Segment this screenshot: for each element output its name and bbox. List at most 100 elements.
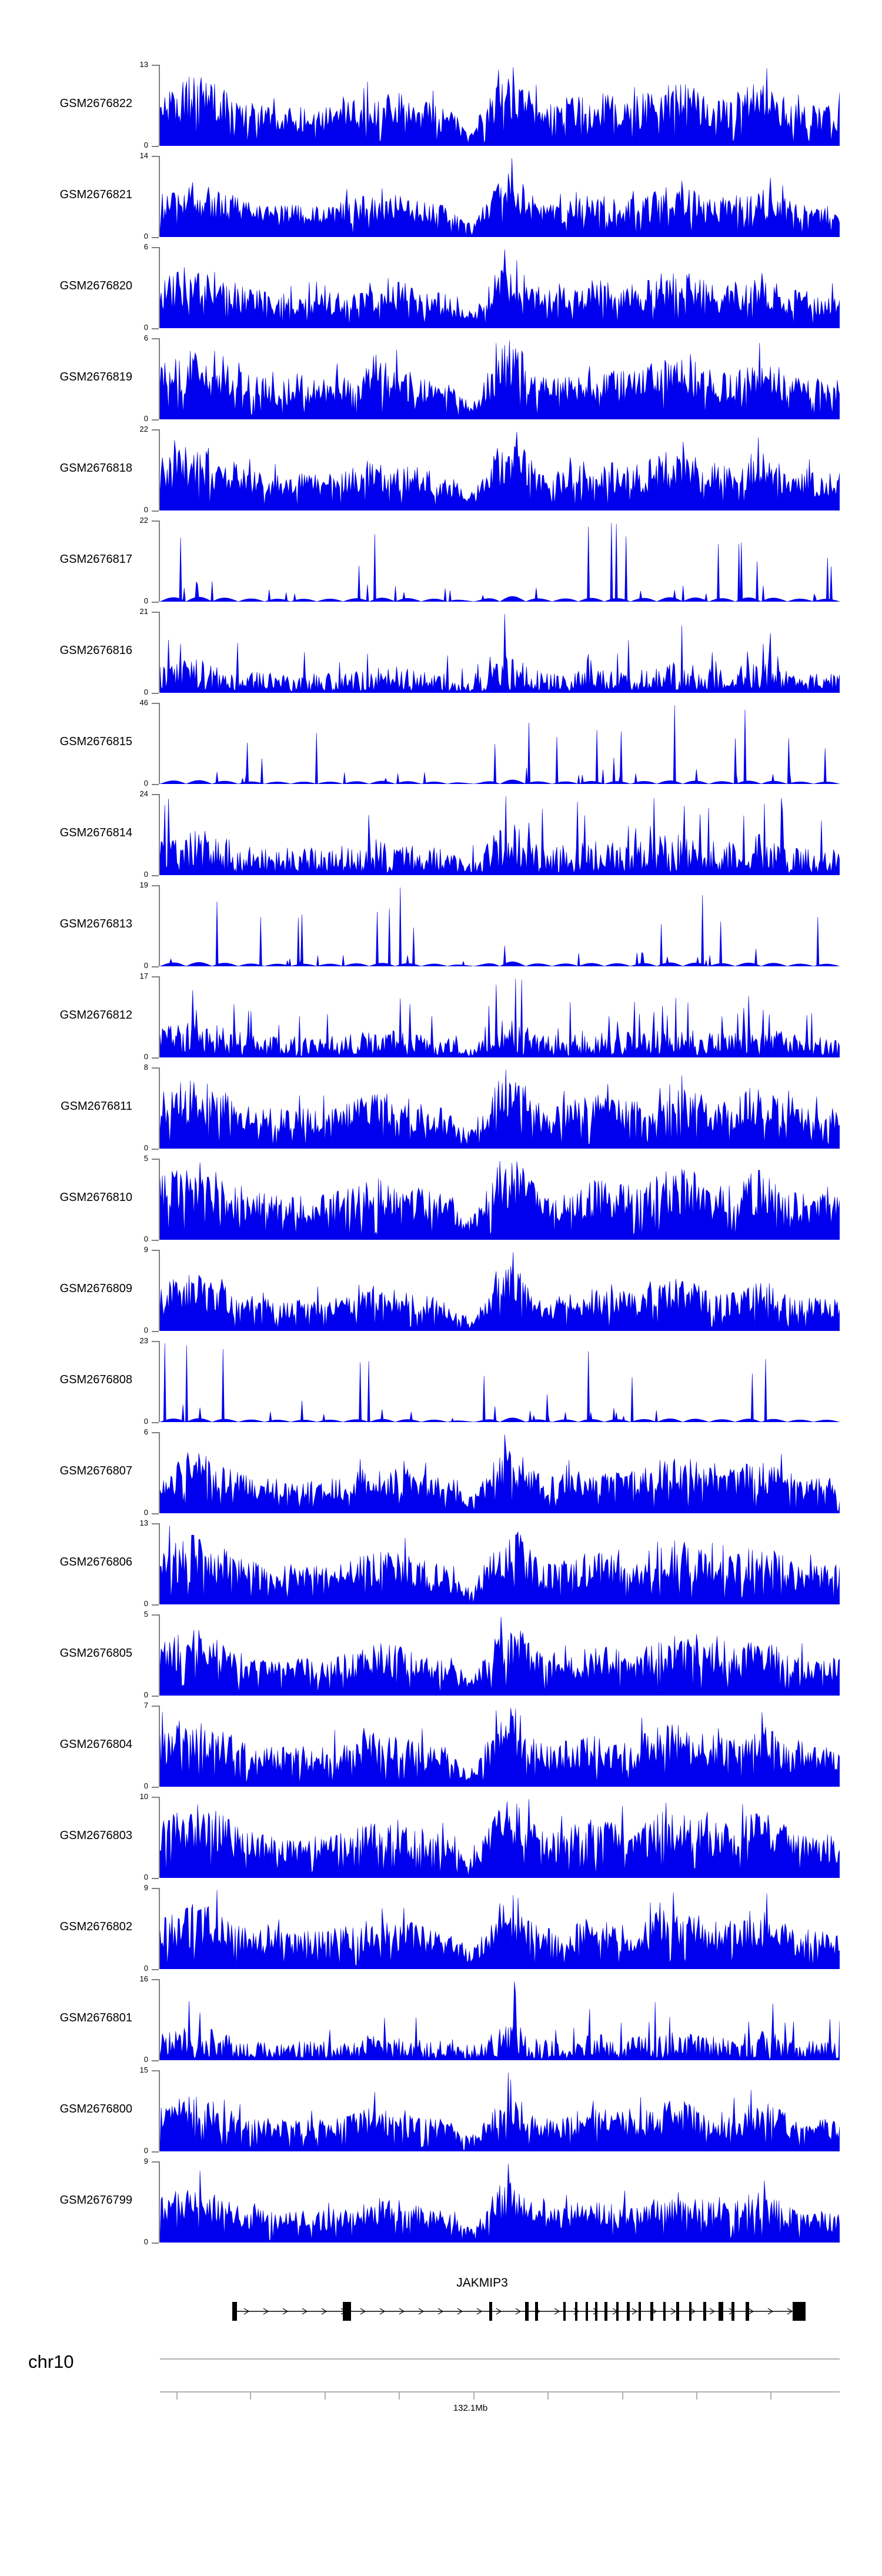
y-axis-min-label: 0 [143,1964,148,1973]
y-axis-tick-min [152,237,159,238]
y-axis-tick-min [152,1240,159,1241]
coverage-track: GSM2676812 17 0 [0,959,882,1061]
y-axis-line [159,247,160,328]
gene-name-label: JAKMIP3 [456,2276,508,2290]
coverage-track: GSM2676821 14 0 [0,138,882,241]
y-axis-tick-max [152,703,159,704]
coverage-track: GSM2676822 13 0 [0,47,882,149]
coordinate-ruler-tick [399,2391,400,2400]
coordinate-ruler-tick [473,2391,475,2400]
coverage-plot [160,885,840,966]
y-axis-tick-max [152,1979,159,1980]
coordinate-ruler-tick [325,2391,326,2400]
track-label-gsm2676820: GSM2676820 [59,279,132,292]
coverage-track: GSM2676805 5 0 [0,1597,882,1699]
y-axis-tick-min [152,602,159,603]
coverage-track: GSM2676806 13 0 [0,1506,882,1608]
track-label-gsm2676814: GSM2676814 [59,826,132,839]
coverage-plot [160,1797,840,1878]
coordinate-ruler-line [160,2391,840,2393]
y-axis-tick-max [152,65,159,66]
track-label-gsm2676812: GSM2676812 [59,1009,132,1022]
y-axis-min-label: 0 [143,870,148,879]
y-axis-tick-min [152,1149,159,1150]
y-axis-min-label: 0 [143,1234,148,1243]
y-axis-tick-max [152,338,159,339]
y-axis-tick-max [152,1250,159,1251]
y-axis-tick-min [152,1422,159,1423]
coverage-track: GSM2676808 23 0 [0,1323,882,1426]
coverage-plot [160,1341,840,1422]
y-axis-tick-min [152,1513,159,1514]
track-label-gsm2676816: GSM2676816 [59,644,132,657]
coordinate-ruler-tick [250,2391,251,2400]
coverage-plot [160,1979,840,2060]
y-axis-line [159,612,160,693]
track-label-gsm2676799: GSM2676799 [59,2194,132,2207]
y-axis-max-label: 13 [139,1519,148,1527]
y-axis-max-label: 22 [139,425,148,433]
coverage-plot [160,1523,840,1604]
y-axis-min-label: 0 [143,2146,148,2155]
y-axis-line [159,1432,160,1513]
track-label-gsm2676807: GSM2676807 [59,1464,132,1477]
y-axis-line [159,885,160,966]
y-axis-min-label: 0 [143,688,148,696]
y-axis-tick-min [152,1057,159,1059]
y-axis-max-label: 6 [143,1427,148,1436]
y-axis-max-label: 19 [139,880,148,889]
y-axis-line [159,2070,160,2151]
coverage-track: GSM2676811 8 0 [0,1050,882,1152]
y-axis-max-label: 6 [143,242,148,251]
y-axis-tick-max [152,2070,159,2071]
y-axis-line [159,1159,160,1240]
y-axis-tick-min [152,2151,159,2153]
y-axis-min-label: 0 [143,961,148,970]
y-axis-tick-max [152,1706,159,1707]
y-axis-line [159,1341,160,1422]
y-axis-tick-min [152,510,159,512]
coverage-plot [160,2161,840,2243]
y-axis-min-label: 0 [143,1690,148,1699]
y-axis-max-label: 46 [139,698,148,707]
track-label-gsm2676810: GSM2676810 [59,1191,132,1204]
coverage-track: GSM2676818 22 0 [0,412,882,514]
y-axis-line [159,520,160,602]
y-axis-max-label: 7 [143,1701,148,1710]
y-axis-max-label: 21 [139,607,148,616]
y-axis-max-label: 9 [143,2157,148,2165]
coordinate-ruler-tick [770,2391,771,2400]
y-axis-line [159,1797,160,1878]
y-axis-min-label: 0 [143,1417,148,1426]
track-label-gsm2676821: GSM2676821 [59,188,132,201]
coverage-track: GSM2676815 46 0 [0,685,882,788]
coverage-track: GSM2676816 21 0 [0,594,882,696]
coordinate-ruler-tick [547,2391,549,2400]
coverage-plot [160,2070,840,2151]
y-axis-line [159,429,160,510]
y-axis-line [159,1979,160,2060]
y-axis-line [159,1706,160,1787]
track-label-gsm2676803: GSM2676803 [59,1829,132,1842]
y-axis-max-label: 5 [143,1154,148,1163]
y-axis-min-label: 0 [143,1326,148,1334]
y-axis-line [159,1523,160,1604]
coverage-track: GSM2676814 24 0 [0,776,882,879]
coverage-track: GSM2676813 19 0 [0,867,882,970]
y-axis-tick-min [152,1969,159,1970]
y-axis-max-label: 9 [143,1245,148,1254]
track-label-gsm2676804: GSM2676804 [59,1738,132,1751]
coverage-track: GSM2676807 6 0 [0,1414,882,1517]
coordinate-ruler-tick [176,2391,178,2400]
coverage-track: GSM2676800 15 0 [0,2053,882,2155]
chromosome-ideogram-line [160,2358,840,2360]
coverage-plot [160,247,840,328]
y-axis-max-label: 16 [139,1974,148,1983]
y-axis-min-label: 0 [143,2237,148,2246]
y-axis-tick-max [152,1523,159,1524]
coordinate-label: 132.1Mb [453,2403,488,2413]
y-axis-tick-max [152,156,159,157]
coverage-plot [160,520,840,602]
y-axis-line [159,976,160,1057]
track-label-gsm2676817: GSM2676817 [59,553,132,566]
